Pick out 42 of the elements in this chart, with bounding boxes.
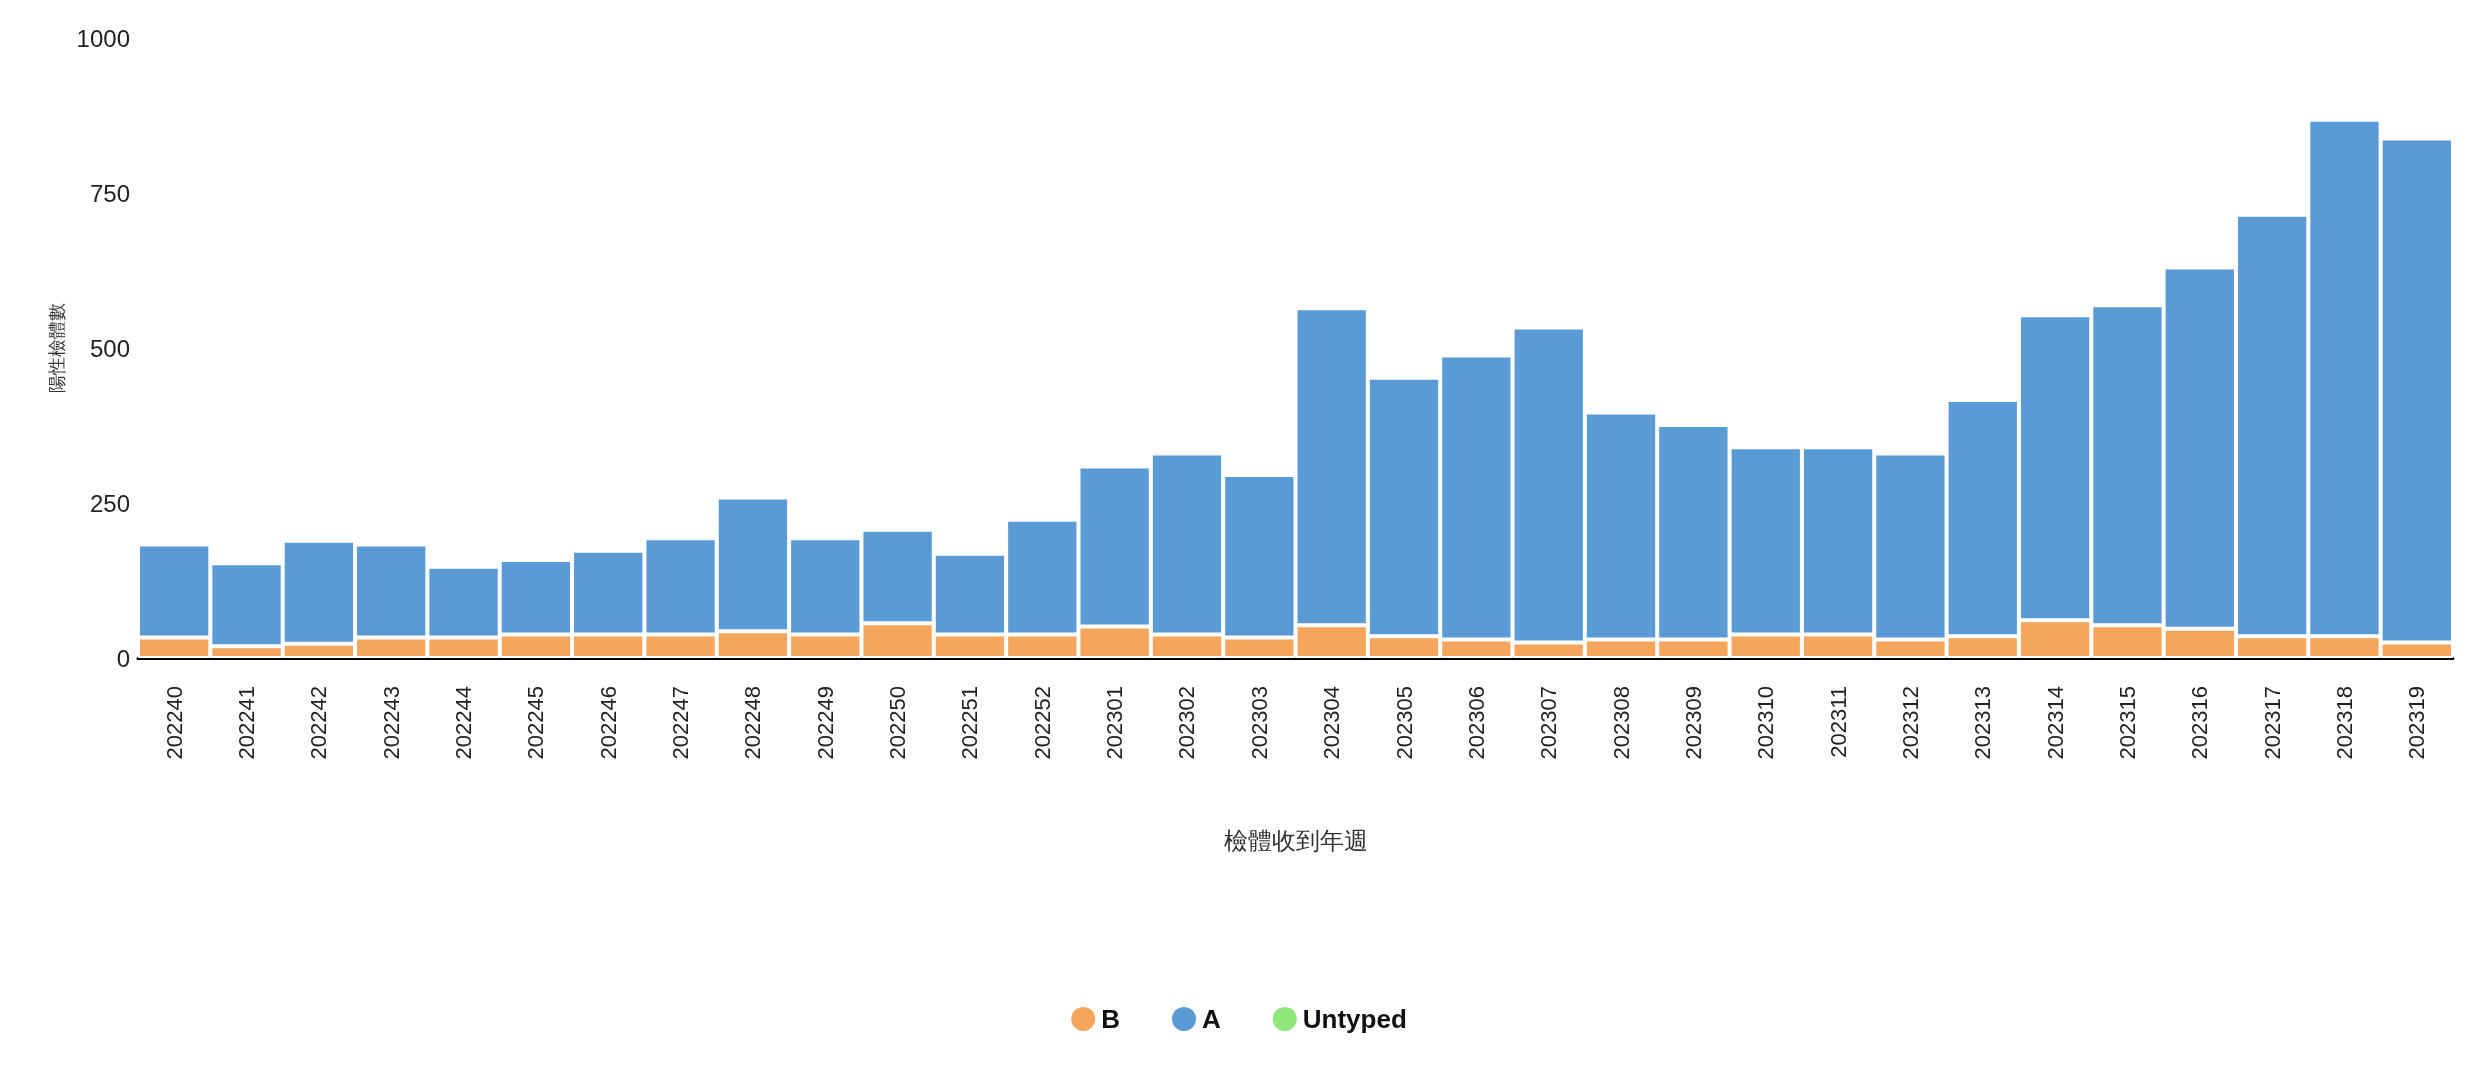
x-tick-label: 202316: [2187, 686, 2213, 760]
y-tick-label: 0: [116, 644, 130, 672]
x-tick-label: 202252: [1029, 686, 1055, 760]
x-tick-label: 202315: [2114, 686, 2140, 760]
x-tick-label: 202317: [2259, 686, 2285, 760]
y-axis-title: 陽性檢體數: [46, 303, 67, 393]
x-tick-label: 202243: [378, 686, 404, 760]
x-tick-label: 202306: [1463, 686, 1489, 760]
legend-label: B: [1101, 1004, 1120, 1034]
x-tick-label: 202305: [1391, 686, 1417, 760]
x-tick-label: 202248: [740, 686, 766, 760]
x-tick-label: 202244: [451, 686, 477, 760]
x-tick-label: 202313: [1970, 686, 1996, 760]
x-tick-label: 202319: [2404, 686, 2430, 760]
x-tick-label: 202304: [1319, 686, 1345, 760]
x-tick-label: 202318: [2331, 686, 2357, 760]
x-tick-label: 202312: [1897, 686, 1923, 760]
x-tick-label: 202301: [1102, 686, 1128, 760]
x-tick-label: 202308: [1608, 686, 1634, 760]
y-tick-label: 500: [89, 334, 130, 362]
x-axis-title: 檢體收到年週: [1223, 826, 1368, 854]
x-tick-label: 202245: [523, 686, 549, 760]
y-tick-label: 250: [89, 489, 130, 517]
x-tick-label: 202303: [1246, 686, 1272, 760]
x-tick-label: 202249: [812, 686, 838, 760]
x-tick-label: 202241: [234, 686, 260, 760]
x-tick-label: 202251: [957, 686, 983, 760]
x-tick-label: 202242: [306, 686, 332, 760]
x-tick-label: 202314: [2042, 686, 2068, 760]
x-tick-label: 202250: [885, 686, 911, 760]
x-tick-label: 202240: [161, 686, 187, 760]
legend-label: Untyped: [1302, 1004, 1407, 1034]
x-tick-label: 202302: [1174, 686, 1200, 760]
y-tick-label: 750: [89, 179, 130, 207]
x-tick-label: 202311: [1825, 686, 1851, 758]
y-tick-label: 1000: [76, 24, 130, 52]
x-tick-label: 202247: [668, 686, 694, 760]
x-tick-label: 202307: [1536, 686, 1562, 760]
legend-label: A: [1202, 1004, 1221, 1034]
x-tick-label: 202246: [595, 686, 621, 760]
x-tick-label: 202309: [1680, 686, 1706, 760]
x-tick-label: 202310: [1753, 686, 1779, 760]
